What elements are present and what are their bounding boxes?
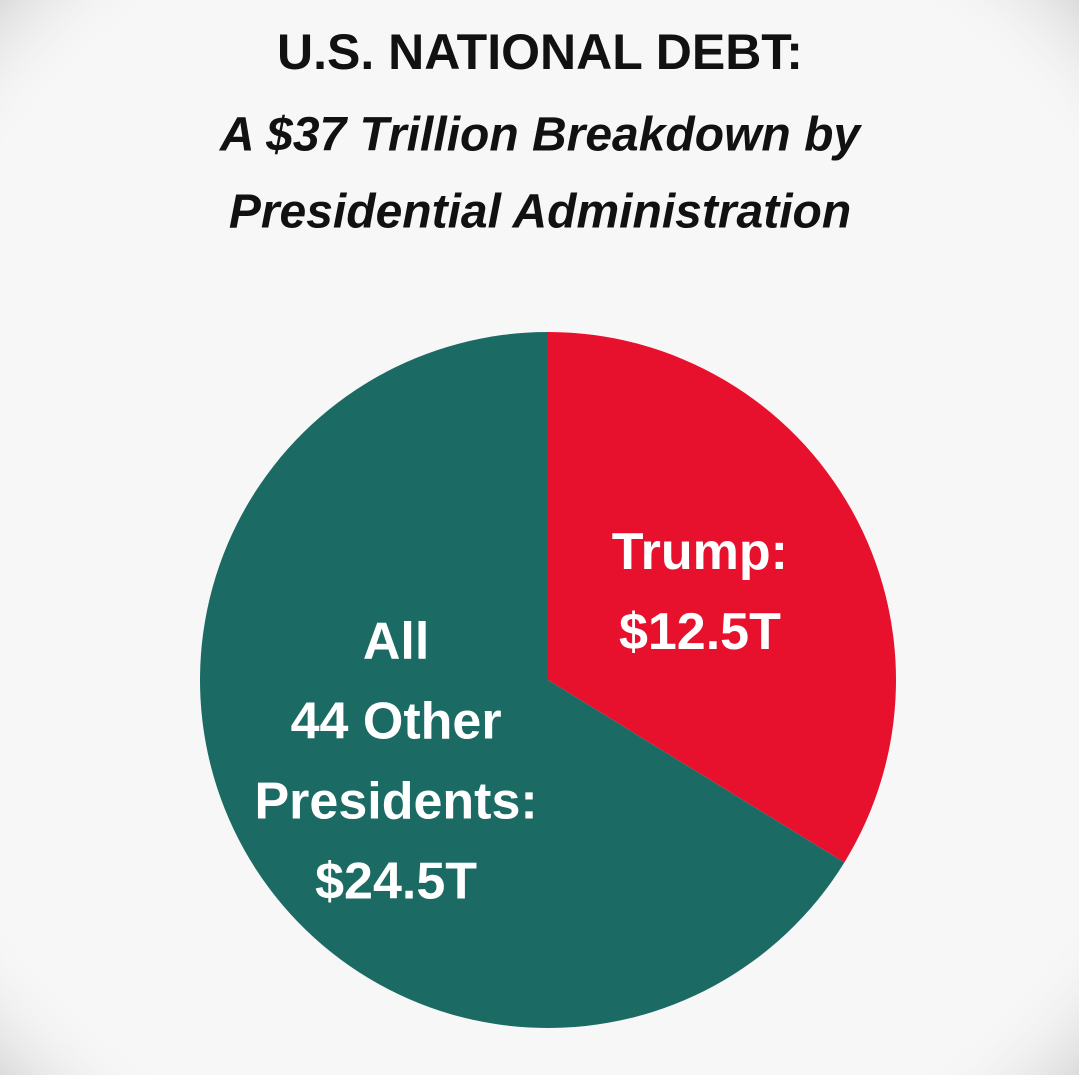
slice-label: 44 Other <box>291 693 502 751</box>
pie-slice <box>200 331 845 1028</box>
pie-slice <box>548 332 897 863</box>
slice-value-label: $24.5T <box>315 853 477 911</box>
chart-subtitle: A $37 Trillion Breakdown by <box>219 109 862 162</box>
slice-label: Presidents: <box>254 773 537 831</box>
chart-title: U.S. NATIONAL DEBT: <box>277 24 803 80</box>
slice-label: Trump: <box>612 523 788 581</box>
chart-subtitle: Presidential Administration <box>229 186 851 239</box>
slice-label: All <box>363 613 429 671</box>
slice-value-label: $12.5T <box>619 603 781 661</box>
